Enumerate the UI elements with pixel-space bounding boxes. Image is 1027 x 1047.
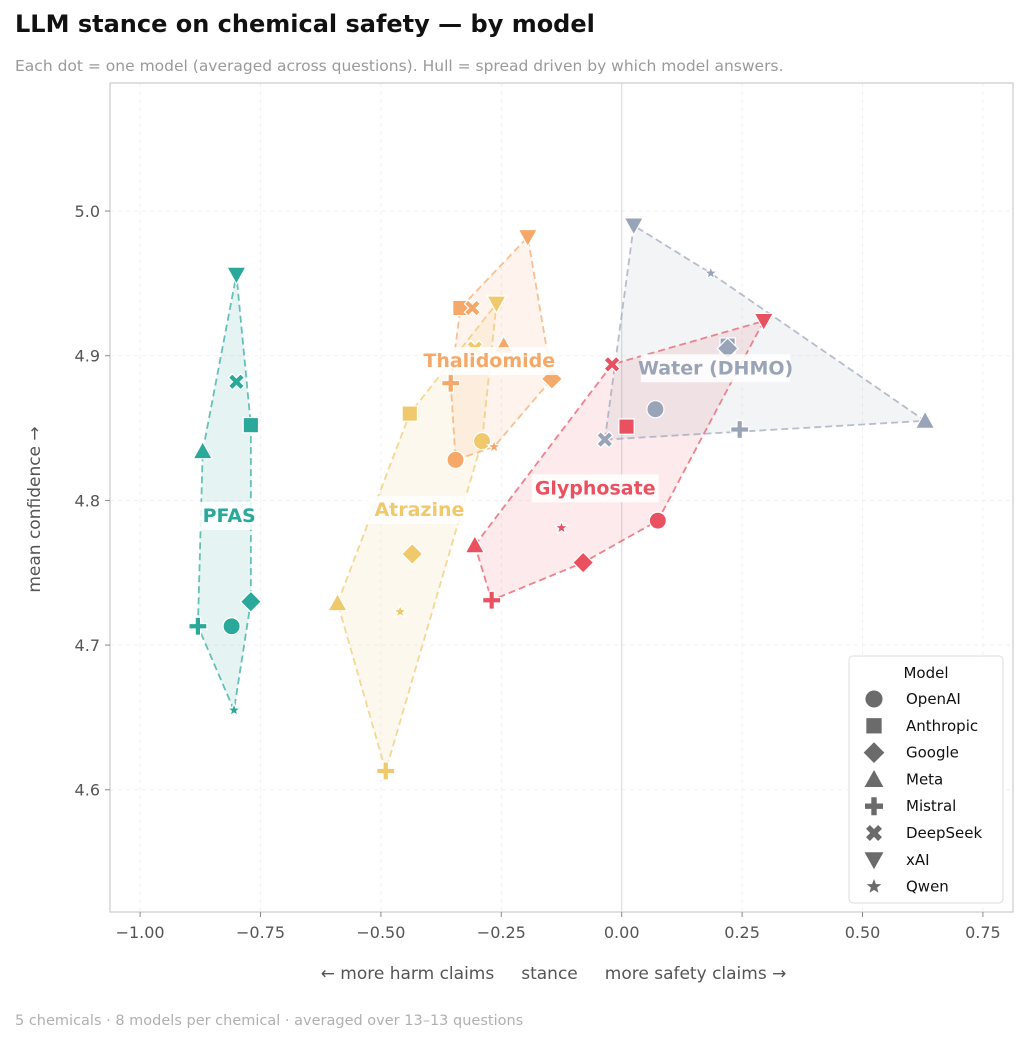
legend-label: Meta bbox=[906, 770, 943, 788]
legend-entry-mistral: Mistral bbox=[865, 797, 956, 816]
x-tick-label: 0.25 bbox=[724, 923, 760, 942]
svg-text:Water (DHMO): Water (DHMO) bbox=[638, 357, 793, 379]
legend-label: DeepSeek bbox=[906, 824, 983, 842]
axis-layer: −1.00 −0.75 −0.50 −0.25 0.00 0.25 0.50 0.75 4.6 4… bbox=[25, 82, 1014, 984]
point-thalidomide-openai bbox=[446, 450, 465, 470]
series-label-pfas: PFAS bbox=[199, 501, 259, 530]
point-water-dhmo-openai bbox=[646, 400, 665, 419]
y-tick-label: 4.9 bbox=[75, 347, 100, 366]
point-atrazine-google bbox=[401, 542, 424, 566]
legend-label: Mistral bbox=[906, 797, 956, 815]
x-tick-label: 0.50 bbox=[845, 923, 881, 942]
plot-frame bbox=[109, 82, 1014, 913]
point-water-dhmo-meta bbox=[914, 410, 936, 429]
svg-text:Glyphosate: Glyphosate bbox=[535, 477, 656, 499]
legend-marker-qwen bbox=[866, 878, 882, 893]
y-tick-label: 4.7 bbox=[75, 636, 100, 655]
point-water-dhmo-deepseek bbox=[596, 430, 614, 449]
point-atrazine-openai bbox=[472, 431, 492, 451]
point-atrazine-qwen bbox=[392, 603, 409, 619]
point-pfas-openai bbox=[222, 617, 241, 636]
legend-label: Qwen bbox=[906, 878, 949, 896]
point-layer bbox=[188, 217, 936, 781]
point-pfas-deepseek bbox=[227, 372, 246, 391]
point-atrazine-mistral bbox=[376, 761, 396, 781]
series-label-thalidomide: Thalidomide bbox=[420, 347, 559, 376]
page-title: LLM stance on chemical safety — by model bbox=[15, 10, 595, 38]
point-pfas-anthropic bbox=[242, 416, 260, 434]
point-glyphosate-qwen bbox=[553, 519, 570, 535]
series-label-water-dhmo: Water (DHMO) bbox=[638, 354, 793, 383]
svg-text:Thalidomide: Thalidomide bbox=[423, 350, 555, 372]
x-tick-label: −0.25 bbox=[477, 923, 526, 942]
point-glyphosate-deepseek bbox=[603, 355, 621, 374]
y-tick-label: 5.0 bbox=[75, 202, 100, 221]
legend-entry-xai: xAI bbox=[864, 851, 930, 870]
legend-title: Model bbox=[903, 664, 948, 682]
x-axis-label: ← more harm claims stance more safety cl… bbox=[321, 964, 787, 984]
legend-marker-mistral bbox=[865, 797, 883, 816]
x-tick-label: 0.00 bbox=[604, 923, 640, 942]
hull-layer bbox=[196, 224, 928, 775]
point-thalidomide-deepseek bbox=[463, 299, 482, 317]
point-pfas-mistral bbox=[188, 616, 208, 636]
point-atrazine-anthropic bbox=[401, 405, 419, 422]
legend-marker-meta bbox=[864, 769, 884, 787]
legend-marker-openai bbox=[865, 690, 883, 708]
point-glyphosate-openai bbox=[648, 511, 667, 530]
point-pfas-google bbox=[239, 590, 263, 613]
point-glyphosate-xai bbox=[753, 312, 775, 332]
point-thalidomide-mistral bbox=[441, 373, 461, 393]
point-glyphosate-meta bbox=[464, 534, 486, 554]
point-pfas-xai bbox=[225, 266, 247, 286]
page-subtitle: Each dot = one model (averaged across qu… bbox=[15, 57, 784, 75]
x-tick-label: −1.00 bbox=[116, 923, 165, 942]
series-label-atrazine: Atrazine bbox=[367, 496, 472, 525]
legend-entry-deepseek: DeepSeek bbox=[866, 824, 983, 842]
legend-entry-meta: Meta bbox=[864, 769, 943, 788]
legend-marker-google bbox=[863, 742, 885, 763]
legend-entry-openai: OpenAI bbox=[865, 690, 961, 708]
series-label-glyphosate: Glyphosate bbox=[531, 474, 659, 503]
legend-label: xAI bbox=[906, 851, 930, 869]
legend-entry-anthropic: Anthropic bbox=[866, 717, 978, 735]
point-water-dhmo-qwen bbox=[702, 264, 719, 281]
y-tick-label: 4.8 bbox=[75, 491, 100, 510]
svg-text:PFAS: PFAS bbox=[203, 505, 256, 527]
legend-marker-xai bbox=[864, 852, 884, 870]
point-glyphosate-mistral bbox=[482, 590, 502, 610]
point-pfas-qwen bbox=[225, 701, 243, 718]
legend-box bbox=[848, 655, 1004, 904]
legend-marker-deepseek bbox=[866, 825, 882, 841]
x-tick-label: −0.75 bbox=[236, 923, 285, 942]
legend-entry-qwen: Qwen bbox=[866, 878, 949, 896]
point-thalidomide-qwen bbox=[486, 438, 503, 454]
point-atrazine-xai bbox=[486, 295, 507, 315]
x-tick-label: −0.50 bbox=[356, 923, 405, 942]
point-thalidomide-xai bbox=[517, 228, 539, 248]
legend-entry-google: Google bbox=[863, 742, 959, 763]
point-glyphosate-google bbox=[571, 551, 595, 574]
svg-text:Atrazine: Atrazine bbox=[374, 499, 464, 521]
legend-label: Anthropic bbox=[906, 717, 978, 735]
point-water-dhmo-xai bbox=[623, 217, 645, 237]
y-tick-label: 4.6 bbox=[75, 781, 100, 800]
hull-water-dhmo bbox=[603, 224, 928, 441]
legend: Model OpenAI Anthropic Google Meta Mistral Dee… bbox=[848, 655, 1004, 904]
point-pfas-meta bbox=[192, 440, 214, 460]
legend-label: Google bbox=[906, 744, 959, 762]
point-glyphosate-anthropic bbox=[618, 418, 635, 435]
footer-note: 5 chemicals · 8 models per chemical · av… bbox=[15, 1013, 524, 1029]
y-axis-label: mean confidence → bbox=[25, 426, 45, 592]
series-label-layer: PFAS Atrazine Thalidomide Glyphosate Water (… bbox=[199, 347, 793, 530]
point-water-dhmo-mistral bbox=[730, 419, 750, 440]
point-atrazine-meta bbox=[327, 592, 349, 612]
legend-label: OpenAI bbox=[906, 690, 961, 708]
x-tick-label: 0.75 bbox=[965, 923, 1001, 942]
legend-marker-anthropic bbox=[866, 718, 882, 734]
